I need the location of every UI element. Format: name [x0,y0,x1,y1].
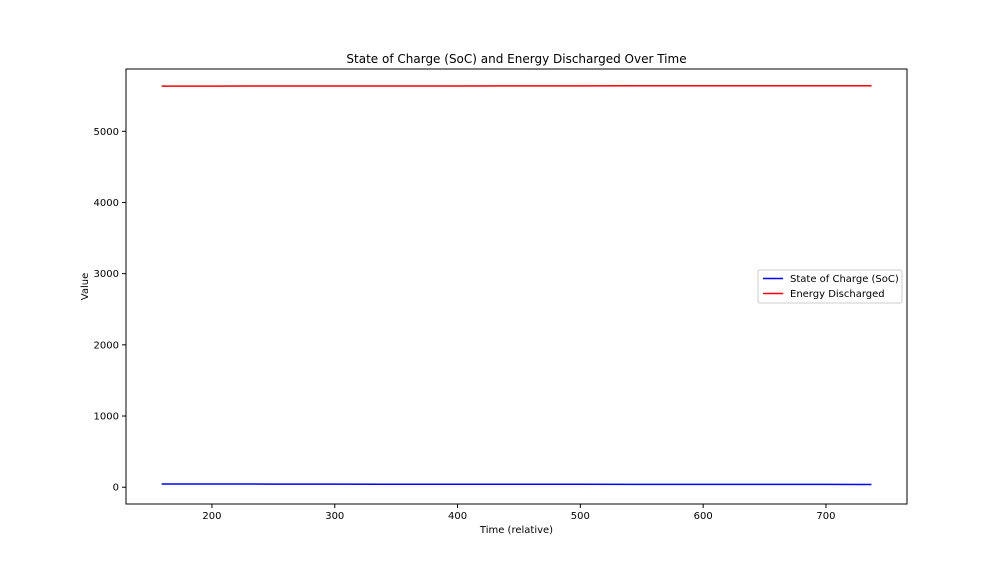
y-tick-label: 2000 [94,340,119,351]
legend: State of Charge (SoC) Energy Discharged [757,269,903,304]
y-tick-label: 4000 [94,198,119,209]
x-axis-label: Time (relative) [479,525,553,536]
y-axis-ticks: 0 1000 2000 3000 4000 5000 [94,127,126,494]
legend-box [757,269,903,304]
y-tick-label: 1000 [94,412,119,423]
y-tick-label: 0 [113,483,119,494]
series-line-soc [161,483,872,486]
x-tick-label: 300 [325,511,344,522]
plot-area-frame [125,68,908,505]
series-layer [161,84,872,486]
legend-label-soc: State of Charge (SoC) [790,274,899,285]
x-tick-label: 400 [448,511,467,522]
chart-title: State of Charge (SoC) and Energy Dischar… [346,52,686,66]
legend-label-energy: Energy Discharged [790,289,885,300]
y-tick-label: 3000 [94,269,119,280]
x-tick-label: 500 [571,511,590,522]
y-axis-label: Value [80,273,91,300]
y-tick-label: 5000 [94,127,119,138]
x-tick-label: 200 [202,511,221,522]
x-tick-label: 700 [816,511,835,522]
x-tick-label: 600 [694,511,713,522]
x-axis-ticks: 200 300 400 500 600 700 [202,504,835,522]
